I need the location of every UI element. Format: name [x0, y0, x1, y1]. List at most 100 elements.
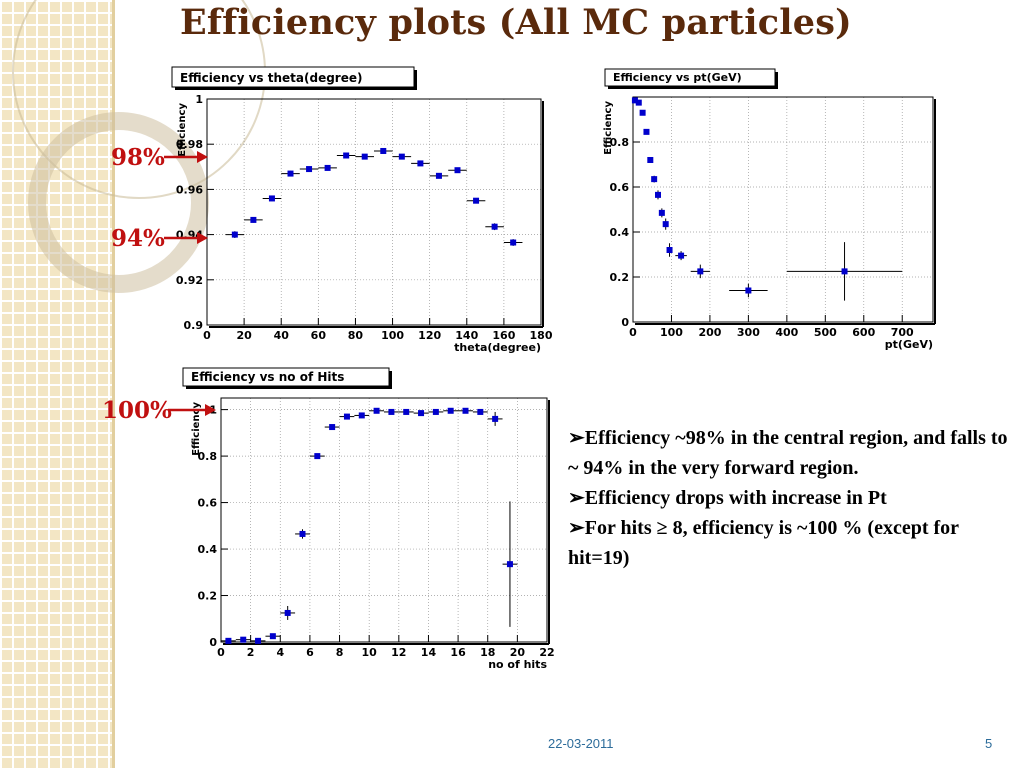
marker-98-label: 98% [111, 144, 165, 171]
x-tick-label: 120 [418, 329, 441, 342]
page-number: 5 [985, 736, 993, 751]
x-tick-label: 80 [348, 329, 364, 342]
data-point [225, 637, 232, 644]
plot-frame [220, 397, 548, 643]
x-tick-label: 22 [539, 646, 554, 659]
data-point [231, 231, 238, 238]
data-point [299, 530, 306, 537]
data-point [473, 197, 480, 204]
data-point [697, 268, 704, 275]
data-point [240, 636, 247, 643]
x-tick-label: 100 [660, 326, 683, 339]
x-tick-label: 160 [492, 329, 515, 342]
data-point [678, 252, 685, 259]
data-point [403, 408, 410, 415]
data-point [492, 415, 499, 422]
y-axis-label: Efficiency [603, 101, 614, 155]
data-point [447, 407, 454, 414]
data-point [268, 195, 275, 202]
chart-title: Efficiency vs no of Hits [191, 370, 344, 384]
y-tick-label: 0.4 [610, 226, 630, 239]
x-tick-label: 100 [381, 329, 404, 342]
x-tick-label: 500 [814, 326, 837, 339]
chart-title-box [171, 66, 415, 88]
chart-title-box [604, 68, 776, 87]
x-axis-label: pt(GeV) [885, 338, 933, 351]
y-tick-label: 0.92 [176, 274, 203, 287]
data-point [477, 408, 484, 415]
data-point [314, 453, 321, 460]
x-tick-label: 8 [336, 646, 344, 659]
marker-94-label: 94% [111, 225, 165, 252]
y-tick-label: 0.8 [198, 450, 218, 463]
y-tick-label: 0.2 [198, 590, 218, 603]
x-tick-label: 140 [455, 329, 478, 342]
x-tick-label: 14 [421, 646, 437, 659]
data-point [269, 633, 276, 640]
x-tick-label: 0 [217, 646, 225, 659]
data-point [635, 99, 642, 106]
data-point [658, 209, 665, 216]
data-point [255, 637, 262, 644]
arrow-bullet-icon: ➢ [568, 517, 585, 539]
x-tick-label: 180 [530, 329, 553, 342]
y-tick-label: 0.8 [610, 136, 630, 149]
plot-frame [206, 98, 542, 326]
x-tick-label: 18 [480, 646, 495, 659]
x-tick-label: 12 [391, 646, 406, 659]
y-tick-label: 0.6 [610, 181, 630, 194]
marker-98-arrow-icon [164, 151, 208, 163]
data-point [666, 247, 673, 253]
data-point [306, 166, 313, 173]
data-point [398, 153, 405, 160]
data-point [432, 408, 439, 415]
data-point [462, 407, 469, 414]
data-point [454, 167, 461, 174]
data-point [329, 424, 336, 431]
x-tick-label: 20 [510, 646, 526, 659]
data-point [643, 128, 650, 135]
bullet-item: ➢For hits ≥ 8, efficiency is ~100 % (exc… [568, 517, 959, 569]
data-point [373, 407, 380, 414]
data-point [418, 410, 425, 417]
y-axis-label: Efficiency [191, 402, 202, 456]
arrow-bullet-icon: ➢ [568, 427, 585, 449]
x-tick-label: 6 [306, 646, 314, 659]
data-point [388, 408, 395, 415]
marker-100-arrow-icon [168, 404, 216, 416]
plot-efficiency-vs-theta: Efficiency vs theta(degree) 0 20 40 60 80 100 1… [150, 64, 560, 364]
footer-date: 22-03-2011 [548, 736, 614, 751]
y-tick-label: 0.4 [198, 543, 218, 556]
data-point [358, 412, 365, 419]
y-tick-label: 0.96 [176, 183, 203, 196]
plot-efficiency-vs-hits: Efficiency vs no of Hits 0 2 4 6 8 10 12 14 16 18 2… [175, 364, 565, 674]
data-point [647, 157, 654, 163]
chart-title: Efficiency vs theta(degree) [180, 71, 362, 85]
y-tick-label: 0 [621, 316, 629, 329]
plot-frame [632, 96, 934, 323]
x-tick-label: 300 [737, 326, 760, 339]
data-point [651, 176, 658, 183]
y-tick-label: 0 [209, 636, 217, 649]
x-axis-label: no of hits [488, 658, 547, 671]
chart-efficiency-vs-theta: Efficiency vs theta(degree) 0 20 40 60 80 100 1… [171, 66, 553, 354]
chart-title: Efficiency vs pt(GeV) [613, 71, 742, 84]
x-tick-label: 10 [362, 646, 378, 659]
bullet-item: ➢Efficiency drops with increase in Pt [568, 487, 887, 509]
data-point [510, 239, 517, 246]
x-tick-label: 2 [247, 646, 255, 659]
plot-efficiency-vs-pt: Efficiency vs pt(GeV) 0 100 200 300 400 500 600… [590, 64, 950, 354]
x-tick-label: 0 [629, 326, 637, 339]
data-point [506, 561, 513, 568]
x-tick-label: 400 [775, 326, 798, 339]
x-axis-label: theta(degree) [454, 341, 541, 354]
chart-title-box [182, 367, 390, 387]
sidebar-edge [112, 0, 115, 768]
y-axis-label: Efficiency [177, 103, 188, 157]
data-point [417, 160, 424, 167]
y-tick-label: 0.98 [176, 138, 203, 151]
data-point [380, 147, 387, 154]
data-point [343, 413, 350, 420]
x-tick-label: 40 [274, 329, 290, 342]
bullet-item: ➢Efficiency ~98% in the central region, … [568, 427, 1008, 479]
